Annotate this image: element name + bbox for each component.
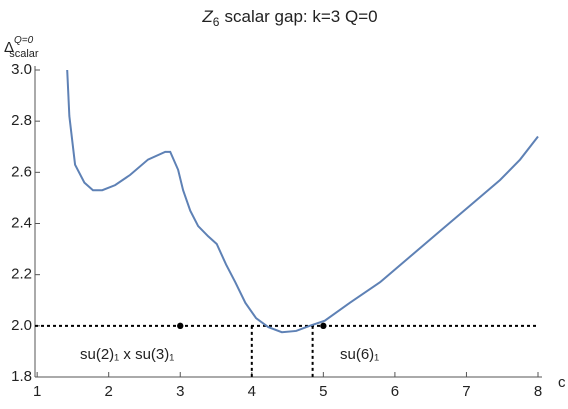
- annotation: su(6)₁: [340, 346, 379, 363]
- y-label-sup: Q=0: [14, 35, 34, 46]
- y-tick-label: 2.8: [11, 112, 32, 129]
- x-tick-label: 6: [391, 383, 399, 400]
- point: [177, 322, 184, 330]
- y-tick-label: 2.0: [11, 317, 32, 334]
- y-tick-label: 2.4: [11, 214, 32, 231]
- x-tick-label: 3: [176, 383, 184, 400]
- y-label-sub: scalar: [9, 48, 39, 60]
- y-tick-label: 2.6: [11, 163, 32, 180]
- x-tick-label: 5: [319, 383, 327, 400]
- x-tick-label: 1: [33, 383, 41, 400]
- annotation: su(2)₁ x su(3)₁: [80, 346, 174, 363]
- y-label-symbol: Δ: [4, 39, 14, 56]
- y-axis-label: ΔQ=0 scalar: [4, 35, 39, 60]
- y-tick-label: 3.0: [11, 61, 32, 78]
- title-rest: scalar gap: k=3 Q=0: [224, 7, 377, 26]
- chart-title: Z6 scalar gap: k=3 Q=0: [201, 7, 377, 29]
- y-tick-label: 1.8: [11, 368, 32, 385]
- x-tick-label: 2: [105, 383, 113, 400]
- x-tick-label: 7: [462, 383, 470, 400]
- x-tick-label: 8: [534, 383, 542, 400]
- line: [66, 69, 539, 334]
- x-axis-label: c: [558, 374, 566, 391]
- x-tick-label: 4: [248, 383, 256, 400]
- title-sub: 6: [213, 15, 220, 29]
- title-symbol: Z: [201, 7, 213, 26]
- point: [320, 322, 327, 330]
- y-tick-label: 2.2: [11, 266, 32, 283]
